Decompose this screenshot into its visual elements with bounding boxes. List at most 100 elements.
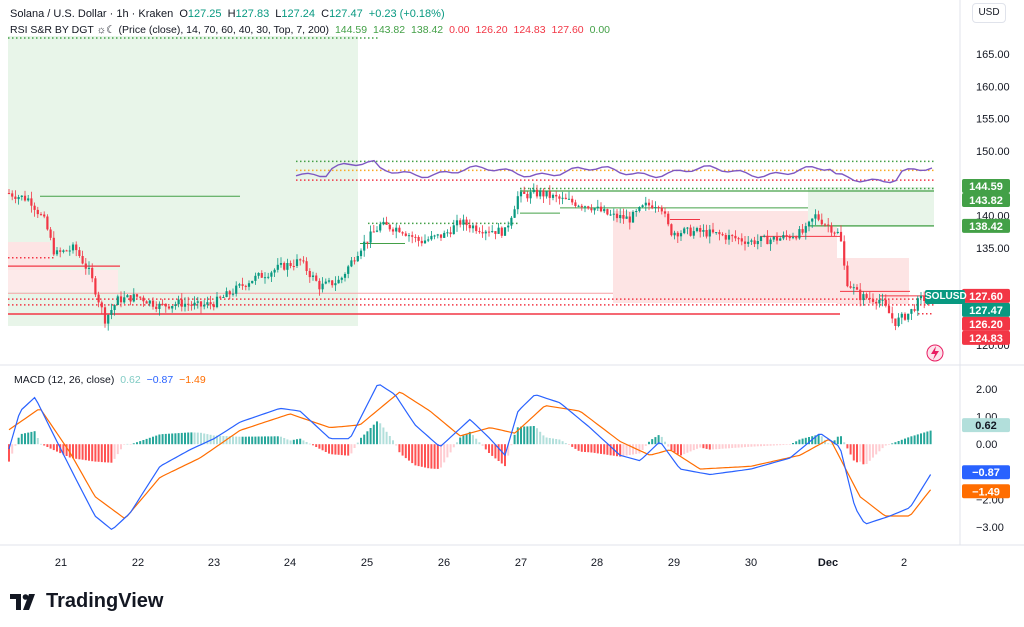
macd-histogram-bar [123, 444, 126, 445]
macd-histogram-bar [424, 444, 426, 468]
candle-body [68, 250, 71, 252]
macd-histogram-bar [648, 441, 650, 445]
macd-histogram-bar [155, 435, 158, 445]
candle-body [180, 299, 183, 307]
macd-badge-label: 0.62 [975, 420, 996, 432]
macd-histogram-bar [785, 444, 788, 445]
price-badge-label: 124.83 [969, 333, 1003, 345]
candle-body [846, 265, 849, 287]
candle-body [516, 196, 519, 210]
macd-histogram-bar [859, 444, 862, 462]
macd-histogram-bar [753, 444, 756, 447]
macd-histogram-bar [152, 436, 154, 445]
candle-body [36, 209, 39, 215]
macd-histogram-bar [401, 444, 404, 456]
candle-body [852, 287, 855, 289]
rsi-legend[interactable]: RSI S&R BY DGT ☼☾ (Price (close), 14, 70… [10, 24, 613, 36]
lightning-icon [931, 346, 939, 360]
macd-histogram-bar [536, 428, 538, 445]
macd-histogram-bar [8, 444, 10, 462]
candle-body [7, 193, 11, 194]
macd-histogram-bar [328, 444, 330, 454]
candle-body [414, 236, 417, 238]
macd-histogram-bar [673, 444, 676, 453]
low-label: L [275, 8, 282, 20]
macd-histogram-bar [459, 437, 462, 445]
macd-histogram-bar [321, 444, 324, 451]
macd-histogram-bar [574, 444, 577, 449]
candle-body [587, 206, 590, 209]
macd-histogram-bar [110, 444, 113, 463]
tradingview-logo[interactable]: TradingView [10, 590, 163, 613]
candle-body [561, 197, 564, 199]
macd-histogram-bar [638, 444, 641, 454]
candle-body [350, 260, 353, 267]
macd-histogram-bar [603, 444, 606, 455]
candle-body [740, 238, 743, 242]
macd-histogram-bar [334, 444, 337, 455]
macd-histogram-bar [555, 439, 558, 445]
candle-body [900, 313, 903, 318]
candle-body [577, 205, 580, 207]
symbol-legend[interactable]: Solana / U.S. Dollar · 1h · Kraken O127.… [10, 8, 448, 20]
candle-body [87, 267, 91, 269]
candle-body [711, 229, 715, 233]
macd-histogram-bar [417, 444, 420, 467]
candle-body [407, 235, 411, 237]
macd-histogram-bar [216, 435, 218, 445]
candle-body [449, 232, 452, 235]
rsi-line [295, 159, 933, 184]
macd-histogram-bar [568, 444, 570, 445]
candle-body [273, 269, 276, 273]
macd-histogram-bar [676, 444, 679, 455]
macd-histogram-bar [456, 442, 458, 445]
macd-histogram-bar [270, 436, 273, 445]
candle-body [654, 207, 657, 208]
macd-histogram-bar [193, 432, 196, 445]
candle-body [43, 214, 46, 217]
close-value: 127.47 [329, 8, 363, 20]
macd-histogram-bar [366, 431, 369, 445]
macd-histogram-bar [641, 444, 644, 450]
macd-histogram-bar [875, 444, 878, 455]
macd-histogram-bar [315, 444, 318, 447]
candle-body [727, 235, 731, 240]
macd-histogram-bar [280, 436, 282, 445]
macd-histogram-bar [750, 444, 753, 447]
macd-histogram-bar [68, 444, 71, 458]
macd-histogram-bar [318, 444, 321, 449]
candle-body [475, 225, 478, 232]
macd-histogram-bar [884, 444, 887, 446]
candle-body [491, 231, 494, 233]
candle-body [779, 238, 782, 241]
candle-body [593, 208, 596, 211]
candle-body [257, 273, 260, 276]
candle-body [100, 302, 103, 308]
macd-histogram-bar [308, 443, 311, 445]
macd-histogram-bar [347, 444, 350, 456]
rsi-value: 127.60 [551, 24, 584, 36]
macd-histogram-bar [862, 444, 865, 465]
macd-histogram-bar [388, 436, 391, 445]
candle-body [247, 283, 251, 287]
candle-body [324, 281, 327, 284]
macd-line [8, 384, 932, 531]
candle-body [891, 313, 894, 319]
macd-legend[interactable]: MACD (12, 26, close) 0.62 −0.87 −1.49 [14, 374, 209, 386]
candle-body [148, 300, 151, 304]
currency-button[interactable]: USD [972, 3, 1006, 23]
brand-name: TradingView [46, 590, 164, 612]
candle-body [660, 207, 663, 212]
macd-histogram-bar [827, 443, 830, 445]
candle-body [14, 196, 17, 199]
candle-body [622, 215, 625, 219]
candle-body [500, 227, 503, 236]
candle-body [772, 236, 775, 240]
macd-histogram-bar [664, 441, 666, 445]
candle-body [209, 302, 212, 305]
macd-histogram-bar [132, 443, 135, 445]
candle-body [110, 310, 113, 315]
candle-body [855, 287, 859, 290]
candle-body [135, 294, 139, 297]
